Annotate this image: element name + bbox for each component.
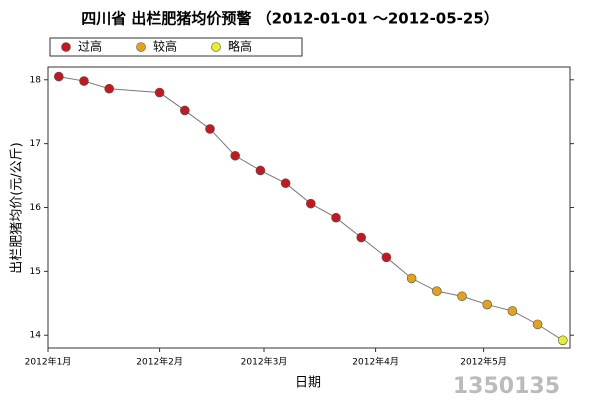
legend-label: 略高 [228,39,252,54]
data-point [457,291,467,302]
data-point [406,273,417,284]
data-point [305,198,316,209]
x-tick-label: 2012年1月 [25,356,72,368]
data-point [104,83,114,94]
data-point [381,252,392,263]
x-axis-label: 日期 [295,376,321,391]
data-point [205,124,215,134]
x-tick-label: 2012年2月 [136,356,183,368]
data-point [53,71,64,82]
legend-label: 过高 [78,39,102,54]
y-axis-label: 出栏肥猪均价(元/公斤) [10,142,25,274]
y-tick-label: 16 [30,203,42,213]
data-point [331,212,341,223]
legend-marker [61,42,71,52]
legend-label: 较高 [153,39,177,54]
y-tick-label: 14 [30,331,42,341]
x-tick-label: 2012年5月 [460,356,507,368]
data-point [154,87,165,98]
data-point [482,299,493,310]
data-point [356,232,367,243]
data-point [557,335,568,346]
data-point [180,105,190,116]
legend-marker [136,42,146,52]
y-tick-label: 15 [30,267,41,277]
data-point [230,150,240,161]
chart-title: 四川省 出栏肥猪均价预警 （2012-01-01 ～2012-05-25） [81,10,499,28]
data-point [79,76,89,86]
watermark: 1350135 [453,374,560,399]
data-point [532,319,543,330]
data-point [431,286,442,296]
legend-marker [211,42,221,52]
y-tick-label: 18 [30,75,42,85]
y-tick-label: 17 [30,139,41,149]
x-tick-label: 2012年4月 [352,356,399,368]
data-point [507,306,518,316]
x-tick-label: 2012年3月 [241,356,288,368]
data-point [255,165,266,176]
data-point [280,178,291,189]
legend-box [49,37,303,57]
